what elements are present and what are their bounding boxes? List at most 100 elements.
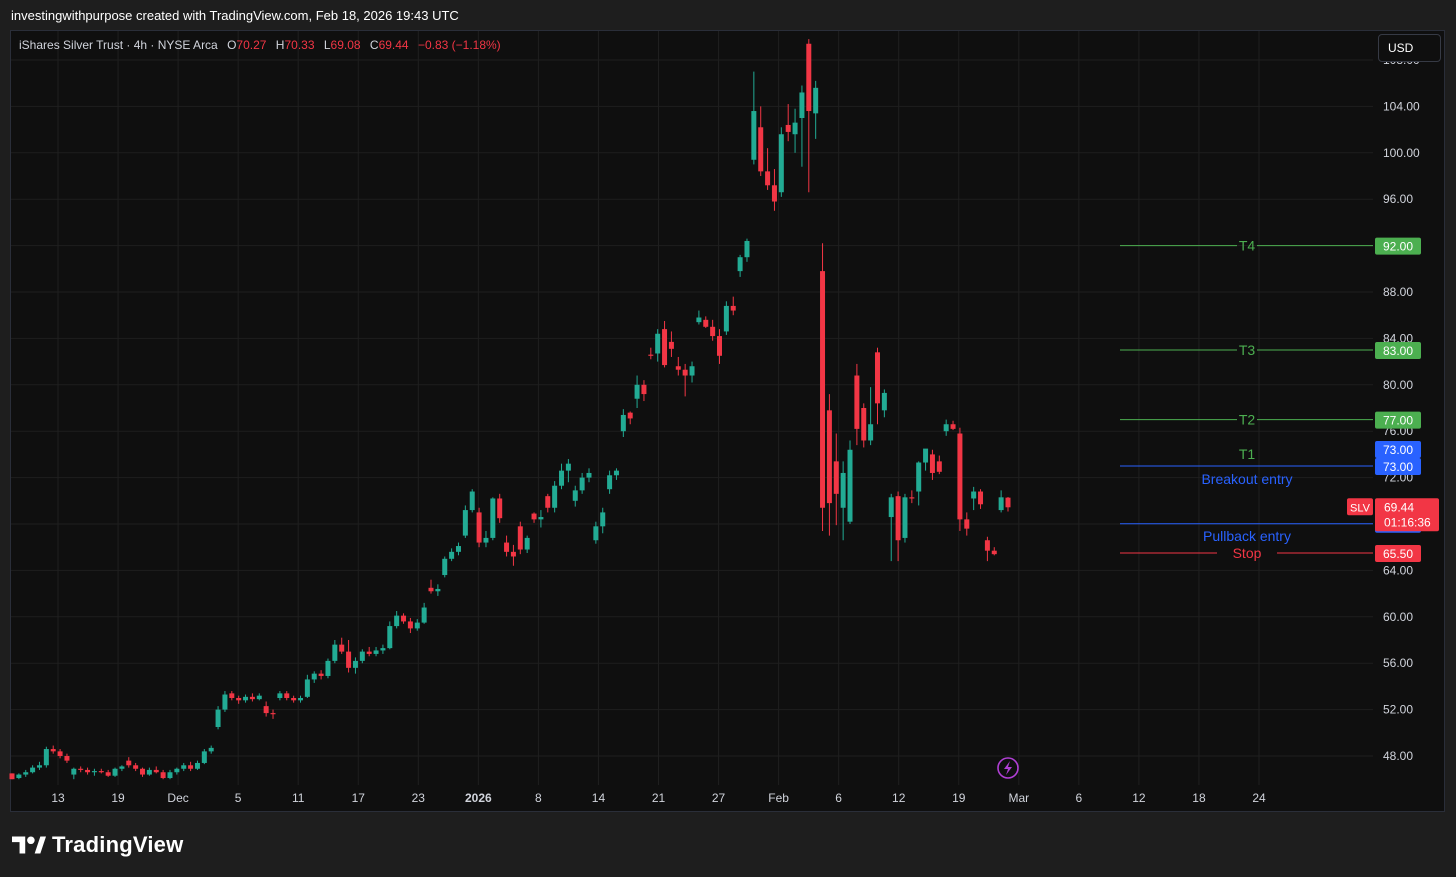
candle-body [668,341,674,349]
candle [263,701,269,717]
candle-body [30,767,36,773]
candle-body [627,412,633,419]
candle-body [524,537,530,550]
candle-body [181,765,187,769]
chart-panel[interactable] [10,30,1445,812]
candle-body [820,271,826,508]
candle-body [263,706,269,714]
time-axis[interactable]: 13 19 Dec 5 11 17 23 2026 8 14 21 27 Feb 6 12 19 Mar 6 12 1… [51,791,1266,805]
candle-body [188,765,194,769]
candle-body [1005,497,1011,508]
candle-body [978,491,984,505]
candle [531,512,537,523]
last-price-value: 69.44 [1384,500,1414,514]
candle [723,301,729,335]
candle [174,767,180,775]
price-tag-bg [1375,458,1421,475]
candle-body [57,751,63,756]
y-tick-label: 84.00 [1383,331,1413,345]
candle-body [215,709,221,727]
candle [256,693,262,701]
candle-body [806,43,812,112]
candle [236,695,242,704]
candle-body [414,622,420,629]
y-tick-label: 64.00 [1383,563,1413,577]
y-tick-label: 52.00 [1383,703,1413,717]
candles [9,39,1011,780]
tradingview-logo[interactable]: TradingView [12,832,183,858]
candle [916,461,922,506]
candle [284,691,290,701]
candle [710,319,716,341]
lightning-icon[interactable] [997,757,1019,779]
candle-body [497,498,503,519]
candle [648,347,654,360]
candle [689,361,695,383]
candle-body [201,751,207,763]
candle-body [579,477,585,491]
candle-body [140,768,146,775]
candle [991,547,997,556]
candle [43,746,49,768]
candle-body [346,651,352,668]
candle-body [311,673,317,680]
x-tick-label: 21 [652,791,666,805]
price-axis[interactable]: 48.0052.0056.0060.0064.0068.0072.0076.00… [1383,53,1420,763]
symbol-legend: iShares Silver Trust · 4h · NYSE Arca O7… [19,38,501,52]
candle [394,611,400,629]
candle [339,637,345,654]
candle [36,761,42,770]
candle-body [455,546,461,552]
candle-body [71,768,77,775]
price-tag-bg [1375,342,1421,359]
candle-body [545,496,551,508]
candle-body [964,519,970,529]
candle-body [16,774,22,779]
price-tag-label: 83.00 [1383,344,1413,358]
currency-button[interactable]: USD [1378,34,1441,62]
candle [30,765,36,774]
level-label: Pullback entry [1203,528,1291,544]
candle-body [153,769,159,773]
candle-body [600,512,606,527]
candle-body [504,542,510,552]
candle [98,768,104,774]
candle [332,640,338,664]
level-label: T4 [1239,238,1256,254]
x-tick-label: 14 [592,791,606,805]
candle-body [359,651,365,661]
candle [366,646,372,657]
x-tick-label: Feb [768,791,789,805]
candle [888,493,894,562]
candle-body [916,462,922,492]
y-tick-label: 96.00 [1383,192,1413,206]
candle [847,440,853,524]
candle [407,617,413,634]
candle-body [984,540,990,551]
candle-body [428,587,434,592]
candle-body [352,660,358,668]
candle [826,394,832,536]
candle [243,694,249,703]
candle-body [9,773,15,780]
candle [167,769,173,780]
candle [1005,496,1011,512]
candle [160,769,166,780]
candle-body [744,240,750,258]
price-tag-label: 65.50 [1383,547,1413,561]
candle [71,767,77,780]
close-label: C [369,38,379,52]
candle-body [909,497,915,499]
candle [23,769,29,777]
candle [572,485,578,507]
x-tick-label: 17 [352,791,366,805]
candle [751,71,757,165]
candle [902,493,908,543]
level-t1: T1 [1239,446,1256,462]
candle [277,691,283,701]
candle-body [146,769,152,775]
candle-body [64,756,70,761]
candle-body [43,749,49,766]
